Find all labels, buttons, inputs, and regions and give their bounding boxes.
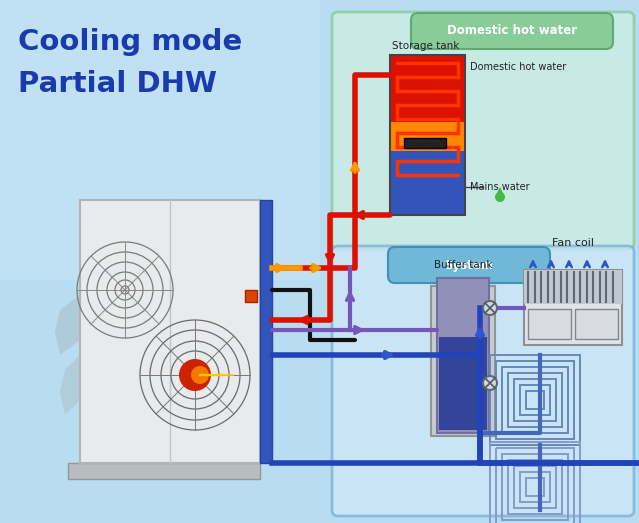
Bar <box>390 122 465 151</box>
FancyBboxPatch shape <box>332 12 634 249</box>
Bar <box>524 270 622 345</box>
Bar <box>80 200 260 463</box>
Polygon shape <box>55 295 80 355</box>
Bar <box>526 478 544 496</box>
Bar <box>404 138 446 148</box>
Bar <box>437 278 489 433</box>
Bar <box>245 290 257 302</box>
Bar <box>439 337 487 430</box>
Text: Domestic hot water: Domestic hot water <box>447 25 577 38</box>
Bar <box>490 355 580 445</box>
FancyBboxPatch shape <box>388 247 550 283</box>
Bar <box>260 200 272 463</box>
Bar <box>490 442 580 523</box>
Text: Mains water: Mains water <box>470 182 530 192</box>
Bar <box>390 55 465 122</box>
Text: Buffer tank: Buffer tank <box>434 260 492 270</box>
Bar <box>508 460 562 514</box>
Bar <box>526 391 544 409</box>
Bar <box>575 309 618 339</box>
Bar <box>431 286 495 436</box>
Text: Cooling mode: Cooling mode <box>18 28 242 56</box>
Bar <box>390 55 465 215</box>
Text: System: System <box>445 258 493 271</box>
Circle shape <box>179 359 211 391</box>
Bar <box>524 270 622 304</box>
Bar <box>496 448 574 523</box>
Bar <box>496 361 574 439</box>
Bar <box>520 385 550 415</box>
Text: Fan coil: Fan coil <box>552 238 594 248</box>
FancyBboxPatch shape <box>411 13 613 49</box>
Polygon shape <box>495 187 505 197</box>
Bar <box>502 367 568 433</box>
FancyBboxPatch shape <box>332 246 634 516</box>
Polygon shape <box>60 355 80 415</box>
Text: Partial DHW: Partial DHW <box>18 70 217 98</box>
Text: Domestic hot water: Domestic hot water <box>470 62 566 72</box>
Polygon shape <box>0 0 320 280</box>
Bar <box>528 309 571 339</box>
Bar <box>508 373 562 427</box>
Bar <box>502 454 568 520</box>
Circle shape <box>191 366 209 384</box>
Text: Storage tank: Storage tank <box>392 41 459 51</box>
Bar <box>514 379 556 421</box>
Circle shape <box>495 192 505 202</box>
Circle shape <box>483 301 497 315</box>
Bar <box>514 466 556 508</box>
Circle shape <box>483 376 497 390</box>
Bar <box>520 472 550 502</box>
Bar <box>68 463 260 479</box>
Bar <box>390 151 465 215</box>
